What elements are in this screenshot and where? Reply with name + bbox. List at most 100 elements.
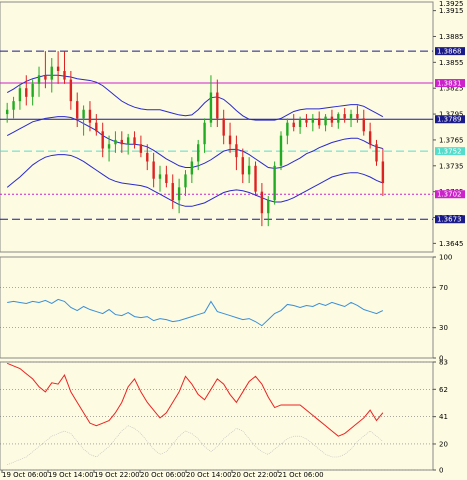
candle-body bbox=[56, 66, 60, 71]
stoch-tick-label: 0 bbox=[439, 467, 443, 475]
candle-body bbox=[146, 152, 149, 162]
stoch-tick-label: 83 bbox=[439, 359, 448, 367]
candle-body bbox=[279, 135, 283, 166]
level-badge bbox=[435, 47, 465, 56]
level-badge bbox=[435, 79, 465, 88]
price-top-label: 1.3925 bbox=[439, 0, 464, 8]
rsi-tick-label: 0 bbox=[439, 355, 443, 363]
candle-body bbox=[292, 122, 295, 127]
candle-body bbox=[152, 161, 155, 179]
price-tick-label: 1.3855 bbox=[439, 59, 464, 67]
price-tick-label: 1.3825 bbox=[439, 85, 464, 93]
price-tick-label: 1.3645 bbox=[439, 240, 464, 248]
candle-body bbox=[76, 101, 79, 119]
price-panel: 1.3915 1.3885 1.3855 1.3825 1.3795 1.3765 1.37… bbox=[0, 0, 465, 248]
price-tick-label: 1.3735 bbox=[439, 162, 464, 170]
stoch-tick-label: 20 bbox=[439, 440, 448, 448]
candle-body bbox=[101, 131, 104, 149]
rsi-line bbox=[7, 298, 384, 327]
candle-body bbox=[177, 187, 181, 201]
candle-body bbox=[337, 114, 340, 123]
rsi-tick-label: 70 bbox=[439, 284, 448, 292]
time-tick-label: 20 Oct 22:00 bbox=[232, 471, 278, 479]
candle-body bbox=[197, 144, 200, 162]
level-label: 1.3752 bbox=[437, 148, 462, 156]
candle-body bbox=[82, 109, 85, 119]
candle-body bbox=[216, 92, 219, 119]
candle-body bbox=[317, 118, 321, 126]
candle-body bbox=[305, 120, 308, 123]
candle-body bbox=[247, 165, 251, 175]
stoch-tick-label: 41 bbox=[439, 413, 448, 421]
candle-body bbox=[18, 88, 22, 102]
candle-body bbox=[203, 122, 206, 145]
time-tick-label: 19 Oct 22:00 bbox=[94, 471, 140, 479]
candle-body bbox=[362, 118, 365, 132]
candle-body bbox=[254, 165, 257, 192]
candle-body bbox=[381, 161, 385, 184]
candle-body bbox=[228, 135, 232, 145]
candle-body bbox=[375, 144, 378, 162]
time-tick-label: 20 Oct 14:00 bbox=[186, 471, 232, 479]
stoch-signal-line bbox=[7, 425, 384, 466]
candle-body bbox=[349, 114, 353, 119]
candle-body bbox=[165, 174, 168, 184]
level-badge bbox=[435, 190, 465, 199]
candle-body bbox=[120, 139, 124, 145]
level-badge bbox=[435, 115, 465, 124]
candle-body bbox=[37, 75, 41, 84]
candle-body bbox=[273, 165, 276, 201]
candle-body bbox=[31, 83, 34, 97]
level-label: 1.3831 bbox=[437, 80, 462, 88]
candle-body bbox=[235, 144, 238, 158]
time-axis: 19 Oct 06:00 19 Oct 14:00 19 Oct 22:00 20 O… bbox=[1, 470, 324, 479]
candle-body bbox=[95, 122, 98, 132]
candle-body bbox=[25, 88, 28, 97]
level-label: 1.3868 bbox=[437, 48, 462, 56]
candle-body bbox=[139, 144, 143, 153]
candle-body bbox=[126, 137, 130, 145]
candle-body bbox=[311, 118, 315, 123]
bollinger-upper bbox=[6, 74, 384, 121]
stochastic-panel: 83 62 41 20 0 bbox=[0, 359, 448, 475]
candle-body bbox=[356, 114, 359, 119]
rsi-tick-label: 100 bbox=[439, 254, 452, 262]
stoch-frame bbox=[0, 361, 434, 471]
stoch-tick-label: 62 bbox=[439, 386, 448, 394]
stoch-main-line bbox=[6, 362, 384, 437]
candle-body bbox=[12, 101, 15, 110]
candle-body bbox=[222, 118, 225, 136]
candle-body bbox=[50, 66, 53, 80]
level-label: 1.3702 bbox=[437, 191, 462, 199]
candle-body bbox=[190, 161, 194, 175]
candle-body bbox=[324, 116, 327, 126]
rsi-tick-label: 30 bbox=[439, 324, 448, 332]
candle-body bbox=[44, 75, 47, 80]
bollinger-lower bbox=[6, 154, 384, 207]
candle-body bbox=[69, 79, 73, 102]
level-badge bbox=[435, 215, 465, 224]
level-label: 1.3789 bbox=[437, 116, 462, 124]
candle-body bbox=[171, 183, 174, 201]
candle-body bbox=[63, 70, 66, 80]
price-tick-label: 1.3915 bbox=[439, 7, 464, 15]
time-tick-label: 20 Oct 06:00 bbox=[140, 471, 186, 479]
level-badge bbox=[435, 147, 465, 156]
candle-body bbox=[114, 139, 117, 145]
bollinger-middle bbox=[6, 116, 384, 169]
price-frame bbox=[0, 1, 434, 253]
rsi-panel: 100 70 30 0 bbox=[0, 254, 452, 363]
candle-body bbox=[286, 122, 289, 136]
price-tick-label: 1.3795 bbox=[439, 111, 464, 119]
candle-body bbox=[133, 137, 136, 145]
candle-body bbox=[5, 109, 9, 115]
rsi-frame bbox=[0, 256, 434, 359]
candle-body bbox=[298, 120, 302, 127]
candle-body bbox=[158, 174, 162, 179]
time-tick-label: 19 Oct 14:00 bbox=[48, 471, 94, 479]
candle-body bbox=[260, 191, 264, 214]
time-tick-label: 21 Oct 06:00 bbox=[278, 471, 324, 479]
candle-body bbox=[88, 109, 92, 123]
level-label: 1.3673 bbox=[437, 216, 462, 224]
